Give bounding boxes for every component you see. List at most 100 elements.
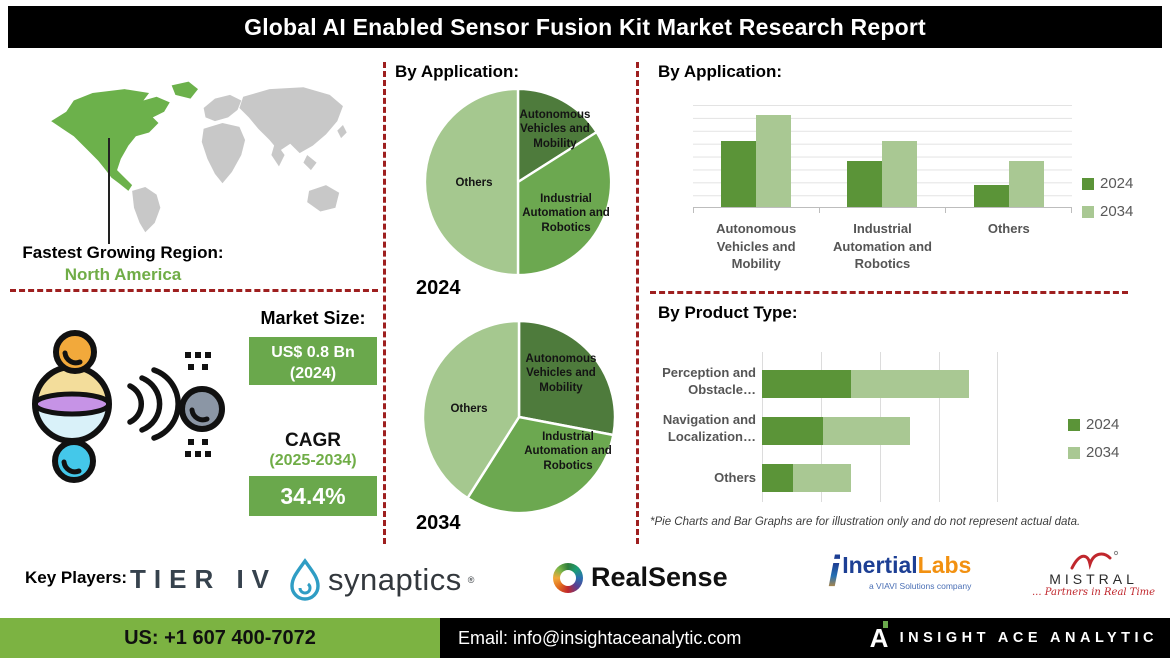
cagr-value-box: 34.4%	[249, 476, 377, 516]
sensor-fusion-icon	[32, 330, 225, 483]
mistral-tagline: ... Partners in Real Time	[1032, 587, 1156, 598]
legend-swatch-2034	[1068, 446, 1080, 459]
phone-number: US: +1 607 400-7072	[0, 618, 440, 658]
y-label-navigation: Navigation and Localization…	[662, 412, 756, 444]
stacked-bar-row	[762, 417, 997, 445]
stacked-bar-row	[762, 464, 997, 492]
pie-2024-label-others: Others	[455, 177, 493, 189]
bar-2034	[756, 115, 792, 207]
legend-label-2024: 2024	[1086, 416, 1120, 433]
logo-tier-iv: TIER IV	[130, 564, 278, 594]
segment-2034	[823, 417, 911, 445]
world-map	[51, 81, 347, 233]
vertical-divider-left	[383, 62, 386, 544]
y-label-others: Others	[714, 470, 756, 485]
y-label-perception: Perception and Obstacle…	[662, 365, 756, 397]
bar-section-title: By Application:	[658, 62, 783, 81]
grouped-bar-plot	[693, 105, 1072, 208]
insightace-logo-icon: A	[869, 621, 889, 653]
product-chart-legend: 2024 2034	[1068, 416, 1119, 461]
australia-shape	[307, 185, 340, 212]
market-size-year: (2024)	[289, 364, 337, 382]
pie-2034-label-avm: Autonomous Vehicles and Mobility	[525, 353, 597, 394]
product-section-title: By Product Type:	[658, 303, 798, 322]
axis-tick	[945, 208, 946, 213]
bar-group	[946, 105, 1072, 207]
legend-swatch-2024	[1068, 418, 1080, 431]
market-size-value-box: US$ 0.8 Bn (2024)	[249, 337, 377, 385]
horizontal-divider-map	[10, 289, 378, 292]
segment-2034	[851, 370, 969, 398]
legend-label-2024: 2024	[1100, 175, 1134, 192]
x-label-iar: Industrial Automation and Robotics	[833, 221, 932, 272]
south-america-shape	[132, 187, 161, 233]
pie-2024-label-iar: Industrial Automation and Robotics	[522, 193, 610, 234]
inertial-i-icon: i	[828, 547, 841, 596]
axis-tick	[819, 208, 820, 213]
legend-swatch-2024	[1082, 177, 1094, 190]
mistral-wordmark: MISTRAL	[1049, 571, 1138, 587]
legend-item-2024: 2024	[1082, 175, 1133, 192]
x-label-avm: Autonomous Vehicles and Mobility	[716, 221, 797, 272]
segment-2024	[762, 370, 852, 398]
email-address: Email: info@insightaceanalytic.com	[458, 628, 742, 648]
bar-chart-legend: 2024 2034	[1082, 175, 1133, 220]
bar-2034	[882, 140, 918, 207]
legend-label-2034: 2034	[1086, 444, 1120, 461]
pie-chart-2024: Autonomous Vehicles and Mobility Others …	[422, 86, 614, 278]
viavi-subtitle: a VIAVI Solutions company	[868, 581, 972, 592]
bar-group	[819, 105, 945, 207]
stacked-bar-plot	[762, 352, 998, 502]
axis-tick	[693, 208, 694, 213]
market-size-value: US$ 0.8 Bn	[271, 344, 355, 361]
pie-2024-year: 2024	[416, 277, 461, 299]
india-shape	[271, 141, 285, 167]
x-label-others: Others	[987, 221, 1030, 236]
north-america-shape	[51, 89, 170, 191]
region-value: North America	[64, 265, 182, 284]
segment-2024	[762, 464, 793, 492]
axis-tick	[1071, 208, 1072, 213]
africa-shape	[201, 123, 246, 184]
key-players-label: Key Players:	[25, 568, 128, 587]
mistral-m-icon	[1070, 550, 1118, 570]
disclaimer-footnote: *Pie Charts and Bar Graphs are for illus…	[650, 516, 1081, 528]
region-pointer-line	[108, 138, 110, 244]
segment-2034	[792, 464, 852, 492]
legend-swatch-2034	[1082, 205, 1094, 218]
cagr-period: (2025-2034)	[269, 452, 357, 469]
realsense-aperture-icon	[553, 562, 583, 593]
region-label: Fastest Growing Region:	[22, 243, 224, 262]
market-size-label: Market Size:	[260, 308, 366, 328]
legend-item-2034: 2034	[1068, 444, 1119, 461]
pie-2024-svg	[423, 87, 613, 277]
pie-2034-svg	[421, 319, 617, 515]
europe-shape	[203, 94, 242, 122]
logo-synaptics: synaptics ®	[288, 558, 474, 602]
japan-shape	[337, 124, 347, 139]
bar-2024	[973, 184, 1009, 207]
cagr-label: CAGR	[285, 430, 341, 451]
registered-mark: ®	[467, 575, 475, 585]
synaptics-wordmark: synaptics	[328, 562, 462, 597]
bar-group	[693, 105, 819, 207]
bar-2024	[721, 140, 757, 207]
synaptics-drop-icon	[290, 558, 320, 601]
legend-label-2034: 2034	[1100, 203, 1134, 220]
labs-wordmark: Labs	[917, 552, 972, 579]
segment-2024	[762, 417, 824, 445]
bar-x-axis-labels: Autonomous Vehicles and Mobility Industr…	[693, 220, 1072, 273]
logo-inertial-labs: i InertialLabs a VIAVI Solutions company	[828, 547, 972, 596]
asia-shape	[239, 87, 343, 154]
fastest-growing-region: Fastest Growing Region: North America	[12, 243, 234, 285]
pie-2024-label-avm: Autonomous Vehicles and Mobility	[519, 109, 591, 150]
bar-2034	[1008, 161, 1044, 207]
bar-2024	[847, 161, 883, 207]
realsense-wordmark: RealSense	[591, 562, 728, 592]
pie-2034-label-iar: Industrial Automation and Robotics	[524, 431, 612, 472]
legend-item-2034: 2034	[1082, 203, 1133, 220]
page-title: Global AI Enabled Sensor Fusion Kit Mark…	[244, 14, 926, 40]
pie-chart-2034: Autonomous Vehicles and Mobility Others …	[420, 318, 618, 516]
vertical-divider-right	[636, 62, 639, 544]
